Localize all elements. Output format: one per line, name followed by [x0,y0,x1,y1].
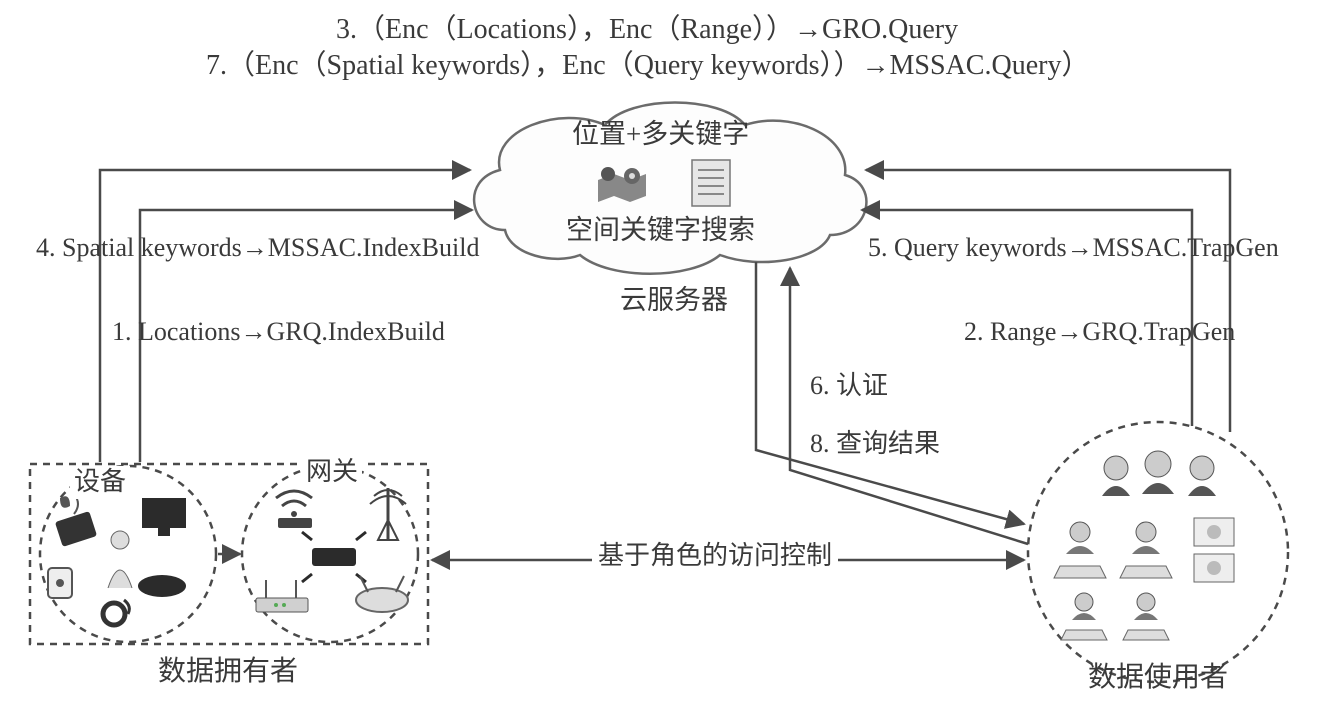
diagram-svg [0,0,1319,702]
arrow-cloud-to-users-6 [756,262,1024,524]
cloud-subtitle: 空间关键字搜索 [566,214,755,248]
gateway-icons [256,488,408,612]
cloud-caption: 云服务器 [620,284,728,318]
caption-users: 数据使用者 [1088,660,1228,695]
cloud-title: 位置+多关键字 [572,118,749,152]
arrow-users-to-cloud-8 [790,268,1028,544]
label-devices: 设备 [70,466,130,499]
label-gateway: 网关 [302,456,362,489]
device-icons [48,494,186,625]
label-step4: 4. Spatial keywords→MSSAC.IndexBuild [36,232,479,265]
label-rbac: 基于角色的访问控制 [592,540,838,573]
label-step8: 8. 查询结果 [810,428,940,461]
label-step2: 2. Range→GRQ.TrapGen [964,316,1235,349]
label-step5: 5. Query keywords→MSSAC.TrapGen [868,232,1279,265]
label-step6: 6. 认证 [810,370,888,403]
doc-icon [692,160,730,206]
label-step1: 1. Locations→GRQ.IndexBuild [112,316,445,349]
caption-owner: 数据拥有者 [158,654,298,689]
user-icons [1054,451,1234,640]
